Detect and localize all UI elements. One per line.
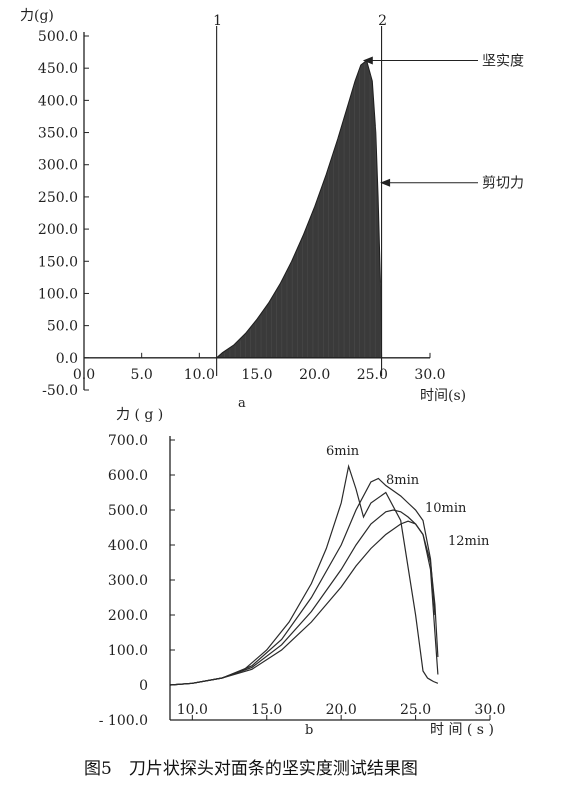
chart-b-x-tick-label: 25.0 <box>400 702 431 718</box>
chart-b-y-tick-label: - 100.0 <box>99 713 148 729</box>
chart-a-y-tick-label: 400.0 <box>38 93 78 109</box>
chart-b-y-tick-label: 200.0 <box>108 608 148 624</box>
chart-b-x-tick-label: 20.0 <box>326 702 357 718</box>
chart-a-y-tick-label: 350.0 <box>38 126 78 142</box>
chart-b-y-tick-label: 100.0 <box>108 643 148 659</box>
chart-a-x-tick-label: 10.0 <box>184 367 215 383</box>
chart-b-xlabel: 时 间 ( s ) <box>430 722 494 738</box>
chart-b-x-tick-label: 10.0 <box>177 702 208 718</box>
chart-a-y-tick-label: 500.0 <box>38 29 78 45</box>
chart-a-y-tick-label: 450.0 <box>38 61 78 77</box>
chart-b-x-tick-label: 15.0 <box>251 702 282 718</box>
chart-b-ylabel: 力 ( g ) <box>116 407 163 423</box>
chart-b-y-tick-label: 0 <box>139 678 148 694</box>
chart-a-x-tick-label: 30.0 <box>414 367 445 383</box>
chart-a-y-tick-label: 250.0 <box>38 190 78 206</box>
chart-b-y-tick-label: 300.0 <box>108 573 148 589</box>
chart-a-force-area <box>215 59 383 359</box>
chart-a-y-tick-label: 50.0 <box>47 319 78 335</box>
chart-b-series-line-6min <box>169 463 439 686</box>
chart-a-panel-label: a <box>238 396 246 411</box>
chart-a-annotation-arrowhead <box>362 56 373 65</box>
chart-a-x-tick-label: 5.0 <box>131 367 153 383</box>
chart-b-x-tick-labels: 10.0 15.0 20.0 25.0 30.0 <box>177 702 506 720</box>
chart-a-y-tick-label: 150.0 <box>38 254 78 270</box>
chart-b-y-tick-labels: 700.0 600.0 500.0 400.0 300.0 200.0 100.0 0 - 10… <box>99 433 175 729</box>
chart-a-ylabel: 力(g) <box>20 8 54 24</box>
chart-b-series-label-10min: 10min <box>425 501 467 516</box>
chart-a-marker-label: 2 <box>378 13 387 29</box>
chart-a-area-layer <box>215 59 383 359</box>
chart-a-y-tick-labels: 500.0 450.0 400.0 350.0 300.0 250.0 200.0 150.0… <box>38 29 89 399</box>
chart-b-panel-label: b <box>305 723 313 738</box>
chart-a-annotation-arrowhead <box>380 178 391 187</box>
chart-a-marker-label: 1 <box>213 13 222 29</box>
chart-b-series-labels: 6min 8min 10min 12min <box>326 444 490 549</box>
chart-b-y-tick-label: 500.0 <box>108 503 148 519</box>
chart-b-y-tick-label: 700.0 <box>108 433 148 449</box>
chart-b-series-line-12min <box>169 520 439 686</box>
figure-caption: 图5 刀片状探头对面条的坚实度测试结果图 <box>84 759 418 779</box>
chart-b-y-tick-label: 600.0 <box>108 468 148 484</box>
chart-a-x-tick-label: 20.0 <box>299 367 330 383</box>
chart-b-series-line-8min <box>169 477 436 686</box>
chart-b-series-label-8min: 8min <box>386 473 420 488</box>
chart-a-annotation-label: 剪切力 <box>482 176 524 192</box>
chart-b-series-label-6min: 6min <box>326 444 360 459</box>
chart-a-x-tick-label: 15.0 <box>241 367 272 383</box>
chart-a-xlabel: 时间(s) <box>420 388 466 404</box>
chart-b: 力 ( g ) 700.0 600.0 500.0 400.0 300.0 200.0 10… <box>99 407 506 738</box>
chart-a: 力(g) 500.0450.0400.0350.0300.0250.0200.0… <box>20 8 524 411</box>
chart-b-y-tick-label: 400.0 <box>108 538 148 554</box>
chart-a-annotation-label: 坚实度 <box>482 53 524 69</box>
chart-a-y-tick-label: 0.0 <box>56 351 78 367</box>
chart-a-y-tick-label: -50.0 <box>42 383 78 399</box>
chart-b-x-tick-label: 30.0 <box>474 702 505 718</box>
chart-b-series-label-12min: 12min <box>448 534 490 549</box>
chart-a-x-tick-label: 25.0 <box>357 367 388 383</box>
chart-a-y-tick-label: 200.0 <box>38 222 78 238</box>
chart-a-y-tick-label: 100.0 <box>38 286 78 302</box>
chart-b-series-layer <box>169 463 439 686</box>
chart-a-y-tick-label: 300.0 <box>38 158 78 174</box>
